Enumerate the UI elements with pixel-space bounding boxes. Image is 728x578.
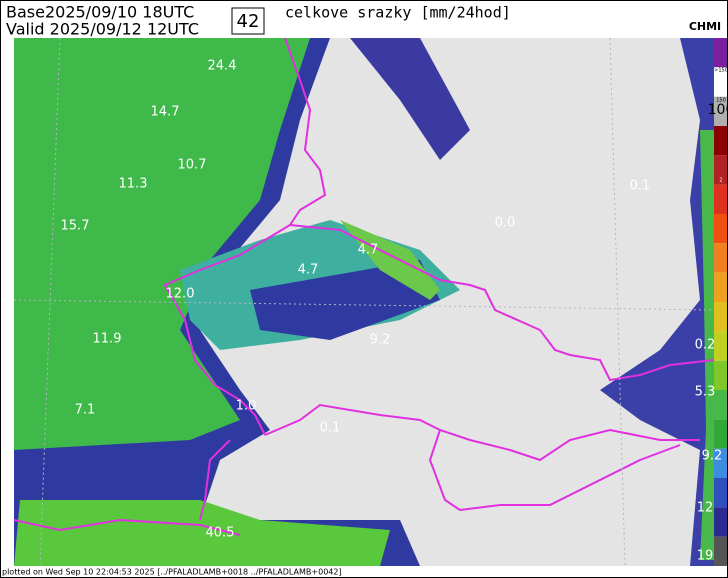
rain-band-green xyxy=(340,220,440,300)
valid-time: Valid 2025/09/12 12UTC xyxy=(6,20,199,39)
value-label: 9.2 xyxy=(370,333,391,348)
legend-swatch xyxy=(714,390,728,420)
legend-swatch xyxy=(714,96,728,126)
value-label: 12 xyxy=(697,501,714,516)
value-label: 1.0 xyxy=(236,399,257,414)
product-title: celkove srazky [mm/24hod] xyxy=(285,4,511,22)
hour-box xyxy=(231,7,265,35)
legend-swatch xyxy=(714,214,728,244)
value-label: 5.3 xyxy=(695,385,716,400)
value-label: 4.7 xyxy=(298,263,319,278)
rain-green xyxy=(14,38,310,450)
value-label: 11.3 xyxy=(119,177,148,192)
legend-swatch xyxy=(714,360,728,390)
value-label: 7.1 xyxy=(75,403,96,418)
legend-swatch xyxy=(714,38,728,68)
value-label: 12.0 xyxy=(166,287,195,302)
value-label: 4.7 xyxy=(358,243,379,258)
logo: CHMI xyxy=(689,20,721,33)
legend-swatch xyxy=(714,184,728,214)
legend-label: 2 xyxy=(719,178,722,184)
legend-swatch xyxy=(714,155,728,185)
value-label: 15.7 xyxy=(61,219,90,234)
base-time: Base2025/09/10 18UTC xyxy=(6,3,194,22)
legend-swatch xyxy=(714,536,728,566)
legend-colors xyxy=(714,38,728,566)
legend-swatch xyxy=(714,331,728,361)
legend-label: >150 xyxy=(714,68,728,74)
rain-east xyxy=(600,38,714,566)
value-label: 10.7 xyxy=(178,158,207,173)
value-label: 40.5 xyxy=(206,526,235,541)
legend-label: 100 xyxy=(708,102,728,118)
rain-north xyxy=(350,38,470,160)
value-label: 0.1 xyxy=(630,179,651,194)
footer: plotted on Wed Sep 10 22:04:53 2025 [../… xyxy=(2,568,342,577)
legend-label: 150 xyxy=(716,98,726,104)
legend-swatch xyxy=(714,302,728,332)
value-label: 14.7 xyxy=(151,105,180,120)
footer-bg xyxy=(0,566,728,578)
legend-swatch xyxy=(714,448,728,478)
graticule xyxy=(13,37,715,567)
value-label: 0.1 xyxy=(320,421,341,436)
forecast-hour: 42 xyxy=(237,11,260,32)
legend-swatch xyxy=(714,507,728,537)
rain-band-blue xyxy=(250,260,440,340)
legend-swatch xyxy=(714,419,728,449)
legend-swatch xyxy=(714,272,728,302)
legend-swatch xyxy=(714,243,728,273)
legend-swatch xyxy=(714,126,728,156)
value-label: 19 xyxy=(697,549,714,564)
value-label: 24.4 xyxy=(208,59,237,74)
value-label: 0.2 xyxy=(695,338,716,353)
value-label: 0.0 xyxy=(495,216,516,231)
value-label: 11.9 xyxy=(93,332,122,347)
rain-south xyxy=(14,500,390,566)
legend-swatch xyxy=(714,67,728,97)
rain-east-green xyxy=(700,130,714,560)
value-label: 9.2 xyxy=(702,449,723,464)
legend-swatch xyxy=(714,478,728,508)
